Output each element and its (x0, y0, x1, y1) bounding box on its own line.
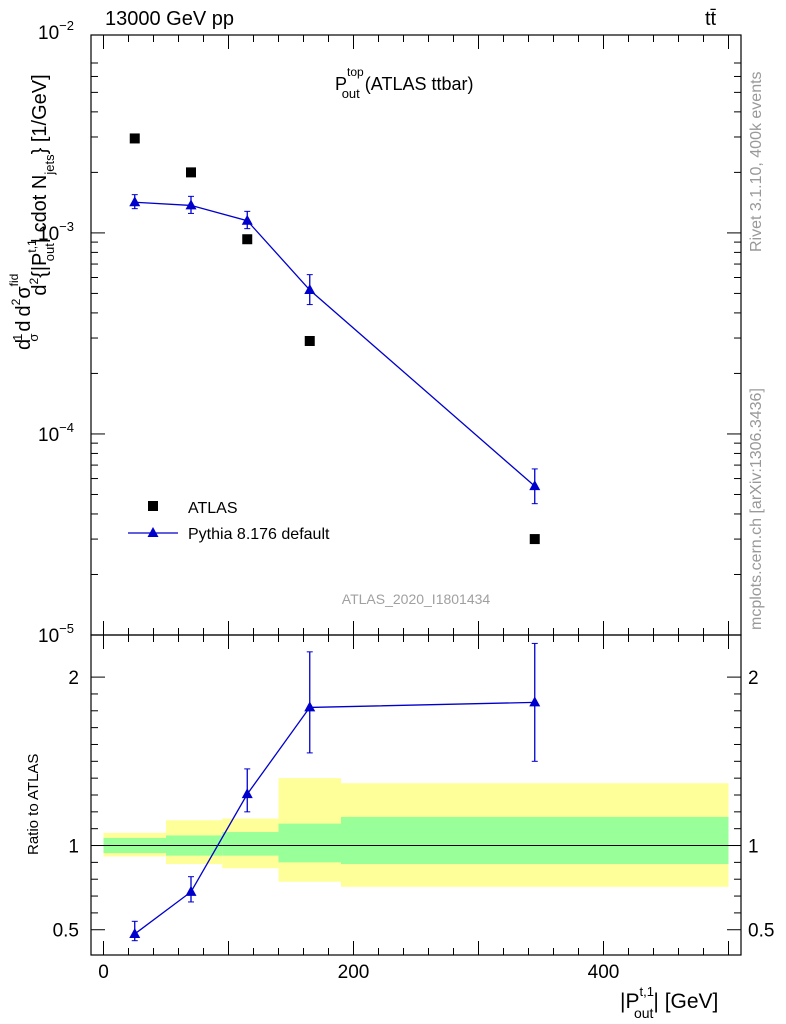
ratio-y-tick-label-left: 0.5 (53, 921, 79, 942)
atlas-data-point (304, 335, 315, 346)
atlas-data-point (529, 534, 540, 545)
legend-pythia-label: Pythia 8.176 default (188, 526, 330, 543)
y-tick-label: 10−2 (38, 18, 74, 44)
top-y-axis-title-text: d1σdd2σfidd2{|Pt,1 out| cdot Njets} [1/Ge… (7, 74, 57, 350)
ratio-data-point (129, 927, 141, 938)
x-tick-label: 200 (338, 962, 370, 983)
ratio-y-tick-label-right: 1 (748, 837, 759, 858)
y-tick-label: 10−3 (38, 219, 74, 245)
uncertainty-band-inner (278, 823, 341, 863)
bottom-y-axis-title: Ratio to ATLAS (25, 754, 42, 855)
pythia-data-point (304, 284, 316, 295)
ratio-data-point (185, 885, 197, 896)
x-tick-label: 0 (98, 962, 109, 983)
pythia-data-point (185, 199, 197, 210)
atlas-data-point (186, 167, 196, 178)
pythia-series-line (134, 201, 536, 487)
ratio-y-tick-label-right: 2 (748, 668, 759, 689)
atlas-data-point (242, 234, 253, 245)
top-y-axis-title: d1σdd2σfidd2{|Pt,1 out| cdot Njets} [1/Ge… (7, 74, 57, 350)
uncertainty-band-inner (341, 816, 729, 865)
ratio-y-tick-label-right: 0.5 (748, 921, 774, 942)
ratio-data-point (529, 696, 541, 707)
uncertainty-band-inner (222, 832, 279, 856)
x-axis-title: |Pt,1 out| [GeV] (620, 984, 718, 1021)
legend-pythia-marker (147, 527, 159, 537)
top-panel: Ptop out (ATLAS ttbar) ATLAS_2020_I180143… (38, 18, 742, 647)
header-process-label: tt̄ (705, 8, 717, 30)
legend: ATLAS Pythia 8.176 default (128, 500, 330, 543)
watermark-label: ATLAS_2020_I1801434 (342, 591, 491, 607)
pythia-data-point (129, 196, 141, 207)
top-panel-title: Ptop out (ATLAS ttbar) (335, 65, 473, 101)
ratio-data-point (241, 788, 253, 799)
bottom-panel: 0.5 0.5 1 1 2 2 0 200 400 (53, 634, 774, 983)
y-tick-label: 10−5 (38, 621, 74, 647)
ratio-y-tick-label-left: 2 (68, 668, 79, 689)
ratio-y-tick-label-left: 1 (68, 837, 79, 858)
pythia-data-point (529, 480, 541, 491)
y-tick-label: 10−4 (38, 420, 74, 446)
legend-atlas-label: ATLAS (188, 500, 238, 517)
pythia-data-point (241, 214, 253, 225)
x-tick-label: 400 (588, 962, 620, 983)
top-panel-frame (90, 34, 742, 636)
atlas-data-point (129, 133, 140, 144)
ratio-data-point (304, 701, 316, 712)
header-energy-label: 13000 GeV pp (105, 8, 234, 30)
legend-atlas-marker (148, 501, 158, 511)
